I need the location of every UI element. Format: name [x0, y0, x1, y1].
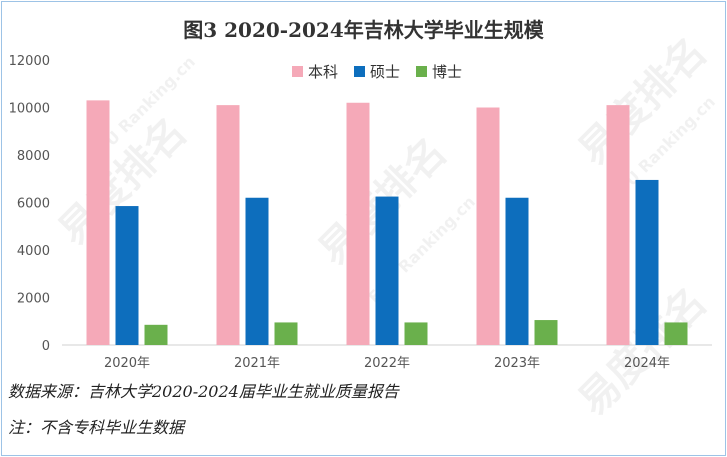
bar-master-1	[245, 197, 269, 345]
legend-swatch-bachelor	[292, 65, 303, 77]
bar-doctor-2	[404, 322, 428, 345]
legend-swatch-master	[354, 65, 366, 77]
y-tick-label: 6000	[17, 197, 50, 212]
bar-master-2	[375, 196, 399, 345]
legend-item-master: 硕士	[354, 61, 400, 82]
legend-swatch-doctor	[416, 65, 428, 77]
remark-note: 注：不含专科毕业生数据	[8, 418, 185, 437]
x-tick-label: 2022年	[364, 356, 410, 371]
bar-doctor-1	[274, 322, 298, 345]
legend-item-bachelor: 本科	[292, 61, 338, 82]
y-tick-label: 0	[42, 339, 50, 354]
bar-bachelor-4	[606, 105, 630, 345]
bar-master-0	[115, 206, 139, 345]
bar-doctor-4	[664, 322, 688, 345]
x-tick-label: 2023年	[494, 356, 540, 371]
x-tick-label: 2024年	[624, 356, 670, 371]
source-note: 数据来源：吉林大学2020-2024届毕业生就业质量报告	[8, 382, 399, 401]
bar-bachelor-3	[476, 107, 500, 345]
y-tick-label: 2000	[17, 292, 50, 307]
bar-bachelor-2	[346, 102, 370, 345]
chart-title: 图3 2020-2024年吉林大学毕业生规模	[183, 18, 544, 42]
legend-label-doctor: 博士	[432, 62, 463, 81]
bar-bachelor-0	[86, 100, 110, 345]
bar-doctor-3	[534, 320, 558, 345]
x-tick-label: 2021年	[234, 356, 280, 371]
x-tick-label: 2020年	[104, 356, 150, 371]
legend-label-master: 硕士	[370, 62, 401, 81]
y-tick-label: 10000	[9, 102, 50, 117]
y-tick-label: 8000	[17, 149, 50, 164]
y-tick-label: 4000	[17, 244, 50, 259]
bar-master-3	[505, 197, 529, 345]
bar-bachelor-1	[216, 105, 240, 345]
bar-master-4	[635, 179, 659, 345]
legend-label-bachelor: 本科	[308, 62, 339, 81]
bar-doctor-0	[144, 324, 168, 345]
chart-legend: 本科 硕士 博士	[292, 60, 478, 82]
y-tick-label: 12000	[9, 54, 50, 69]
legend-item-doctor: 博士	[416, 61, 462, 82]
